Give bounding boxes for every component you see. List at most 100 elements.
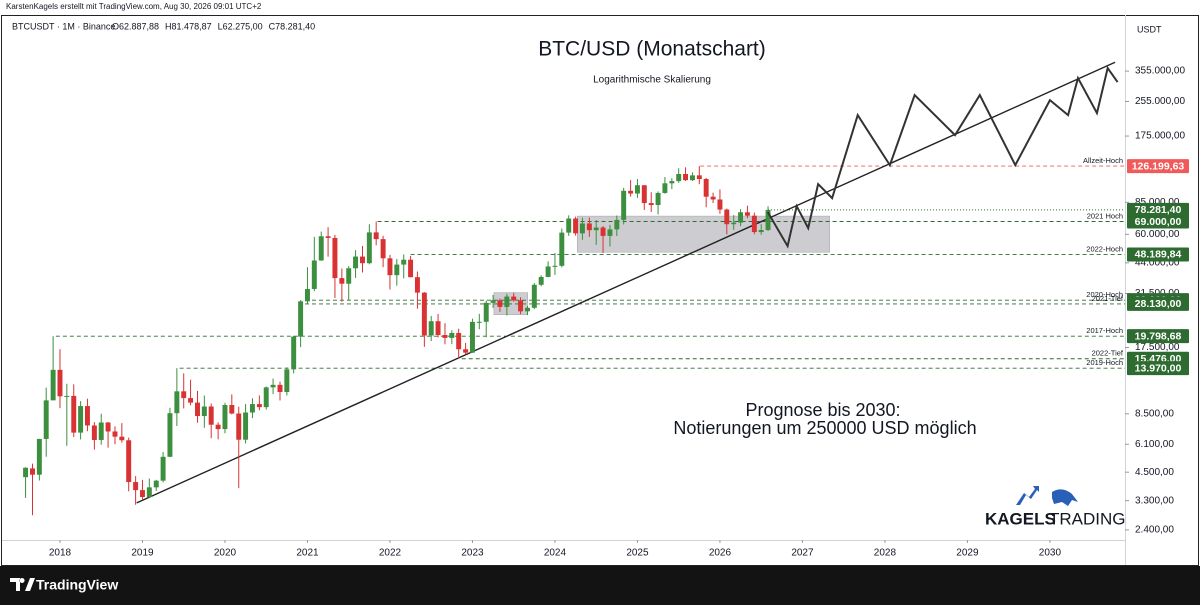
- candle-body: [483, 302, 489, 322]
- x-tick-label: 2027: [791, 548, 814, 559]
- candle-body: [304, 288, 310, 302]
- candle-body: [298, 301, 304, 337]
- candle-body: [78, 406, 84, 433]
- footer-brand[interactable]: TradingView: [36, 577, 118, 593]
- annotation: Notierungen um 250000 USD möglich: [673, 418, 976, 438]
- price-box: [1127, 296, 1189, 311]
- candle-body: [428, 321, 434, 336]
- price-box-label: 13.970,00: [1135, 362, 1182, 374]
- candle-body: [490, 300, 496, 303]
- candle-body: [133, 482, 139, 491]
- x-tick-label: 2019: [131, 548, 154, 559]
- y-tick-label: 3.300,00: [1135, 495, 1174, 506]
- x-tick-label: 2028: [874, 548, 897, 559]
- level-name: 2021 Hoch: [1087, 211, 1123, 220]
- header-value: O62.887,88: [112, 21, 159, 31]
- candle-body: [538, 276, 544, 285]
- candle-body: [738, 212, 744, 223]
- candle-body: [167, 413, 173, 457]
- candle-body: [353, 256, 359, 269]
- candle-body: [291, 336, 297, 370]
- plot: 2018 2019 2020 2021 2022 2023 2024 2025 2026 2027…: [23, 61, 1189, 559]
- candle-body: [648, 203, 654, 206]
- candle-body: [139, 490, 145, 498]
- candle-body: [435, 321, 441, 335]
- price-box: [1127, 214, 1189, 229]
- candle-body: [545, 266, 551, 277]
- candle-body: [284, 369, 290, 392]
- candle-body: [696, 175, 702, 180]
- candle-body: [469, 321, 475, 353]
- candle-body: [669, 181, 675, 184]
- candle-body: [112, 431, 118, 437]
- top-bar: KarstenKagels erstellt mit TradingView.c…: [6, 2, 262, 11]
- candle-body: [751, 215, 757, 233]
- candle-body: [360, 256, 365, 264]
- symbol-header: BTCUSDT · 1M · Binance: [12, 21, 115, 31]
- candle-body: [504, 296, 510, 307]
- candle-body: [229, 405, 235, 414]
- candle-body: [366, 232, 372, 264]
- x-tick-label: 2018: [49, 548, 72, 559]
- candle-body: [160, 456, 166, 481]
- price-box: [1127, 361, 1189, 376]
- candle-body: [222, 405, 228, 430]
- x-tick-label: 2030: [1039, 548, 1062, 559]
- candle-body: [380, 239, 386, 259]
- candle-body: [676, 173, 682, 182]
- y-tick-label: 255.000,00: [1135, 96, 1185, 107]
- price-box-label: 19.798,68: [1135, 330, 1182, 342]
- candle-body: [634, 185, 640, 194]
- candle-body: [442, 334, 448, 338]
- candle-body: [710, 196, 716, 200]
- candle-body: [208, 406, 214, 425]
- x-tick-label: 2020: [214, 548, 237, 559]
- candle-body: [421, 292, 427, 336]
- header-value: C78.281,40: [269, 21, 316, 31]
- y-tick-label: 4.500,00: [1135, 467, 1174, 478]
- candle-body: [511, 296, 517, 301]
- candle-body: [717, 199, 723, 210]
- candle-body: [579, 223, 585, 234]
- price-box-label: 48.189,84: [1135, 249, 1182, 261]
- y-tick-label: 8.500,00: [1135, 408, 1174, 419]
- candle-body: [36, 438, 42, 475]
- brand-logo: KAGELS TRADING: [985, 486, 1126, 528]
- y-tick-label: 175.000,00: [1135, 131, 1185, 142]
- candle-body: [765, 209, 771, 231]
- x-tick-label: 2021: [296, 548, 319, 559]
- level-name: 2019-Hoch: [1086, 358, 1123, 367]
- candle-body: [50, 369, 56, 401]
- candle-body: [662, 183, 668, 193]
- level-name: 2022-Hoch: [1086, 244, 1123, 253]
- candle-body: [57, 369, 63, 397]
- candle-body: [243, 412, 249, 440]
- candle-body: [181, 391, 187, 399]
- y-axis-label: USDT: [1137, 24, 1162, 34]
- header-values: O62.887,88 H81.478,87 L62.275,00 C78.281,40: [112, 21, 315, 31]
- candle-body: [497, 300, 503, 307]
- level-name: 2021-Tief: [1092, 294, 1124, 303]
- level-name: Allzeit-Hoch: [1083, 156, 1123, 165]
- candle-body: [641, 185, 647, 204]
- candle-body: [566, 218, 572, 233]
- price-box-label: 78.281,40: [1135, 204, 1182, 216]
- candle-body: [586, 223, 592, 231]
- y-tick-label: 17.500,00: [1135, 342, 1180, 353]
- header-value: H81.478,87: [165, 21, 212, 31]
- level-name: 2020-Hoch: [1086, 290, 1123, 299]
- price-box-label: 126.199,63: [1132, 160, 1185, 172]
- level-name: 2022-Tief: [1092, 349, 1124, 358]
- candle-body: [332, 237, 338, 279]
- candle-body: [98, 422, 104, 440]
- candle-body: [43, 400, 49, 439]
- candle-body: [593, 227, 599, 231]
- candle-body: [270, 384, 276, 388]
- candle-body: [339, 278, 345, 284]
- candle-body: [689, 175, 695, 181]
- candle-body: [236, 413, 242, 440]
- candle-body: [174, 391, 180, 414]
- forecast-path: [766, 65, 1119, 249]
- candle-body: [408, 259, 414, 278]
